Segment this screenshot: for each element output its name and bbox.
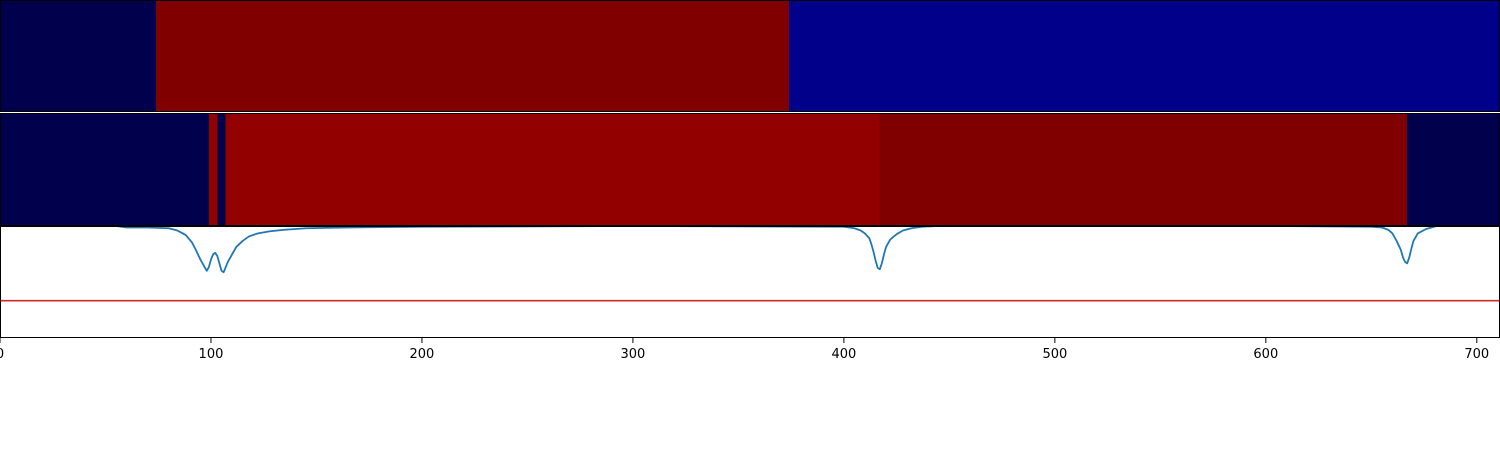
segment-row-middle	[0, 113, 1500, 226]
segment-0-2	[789, 0, 1500, 112]
segment-1-2	[217, 113, 226, 226]
signal-panel-background	[0, 226, 1500, 338]
segment-0-0	[0, 0, 157, 112]
segment-1-5	[1407, 113, 1500, 226]
signal-panel	[0, 225, 1500, 338]
segment-1-3	[225, 113, 880, 226]
signal-series-group	[0, 225, 1500, 302]
x-tick-label-1: 100	[199, 347, 224, 362]
x-tick-label-0: 0	[0, 347, 4, 362]
segment-row-top	[0, 0, 1500, 112]
x-tick-label-5: 500	[1042, 347, 1067, 362]
segment-1-4	[879, 113, 1408, 226]
x-tick-label-6: 600	[1253, 347, 1278, 362]
segment-1-0	[0, 113, 209, 226]
signal-line	[44, 225, 1437, 274]
x-tick-label-3: 300	[620, 347, 645, 362]
x-tick-label-2: 200	[410, 347, 435, 362]
x-axis: 0 100 200 300 400 500 600 700	[0, 338, 1489, 362]
segment-1-1	[208, 113, 218, 226]
x-tick-label-4: 400	[831, 347, 856, 362]
segment-0-1	[156, 0, 790, 112]
x-tick-label-7: 700	[1464, 347, 1489, 362]
